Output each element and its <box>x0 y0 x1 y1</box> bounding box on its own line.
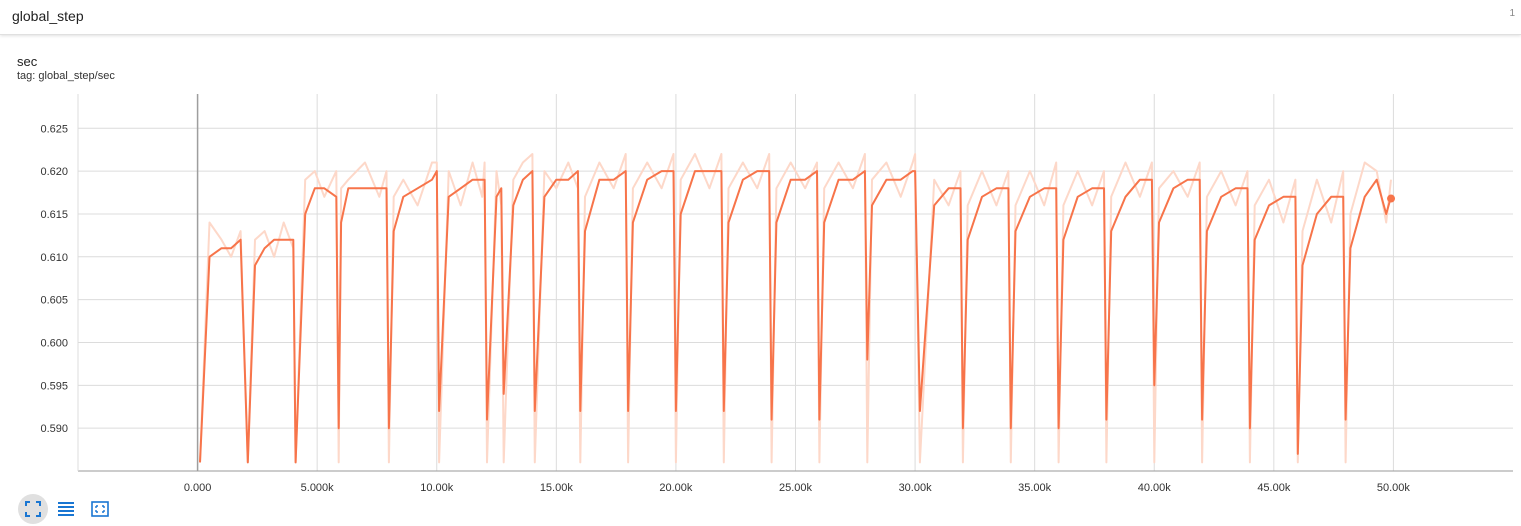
y-tick-label: 0.615 <box>40 209 68 221</box>
y-tick-label: 0.605 <box>40 295 68 307</box>
axes <box>77 94 1513 472</box>
x-tick-label: 40.00k <box>1138 482 1172 494</box>
y-tick-label: 0.600 <box>40 337 68 349</box>
y-tick-label: 0.590 <box>40 423 68 435</box>
last-point-marker-layer <box>1387 194 1396 203</box>
x-tick-label: 0.000 <box>184 482 212 494</box>
fit-domain-button[interactable] <box>84 494 114 524</box>
x-tick-labels: 0.000 5.000k 10.00k 15.00k 20.00k 25.00k 30.00… <box>184 482 1411 494</box>
x-tick-label: 10.00k <box>420 482 454 494</box>
x-tick-label: 5.000k <box>301 482 335 494</box>
x-tick-label: 15.00k <box>540 482 574 494</box>
group-title[interactable]: global_step <box>12 8 84 24</box>
y-tick-label: 0.620 <box>40 166 68 178</box>
smoothed-series <box>199 170 1392 464</box>
y-tick-label: 0.625 <box>40 123 68 135</box>
expand-icon <box>25 501 41 517</box>
expand-button[interactable] <box>18 494 48 524</box>
x-tick-label: 25.00k <box>779 482 813 494</box>
chart-title: sec <box>17 54 38 69</box>
run-header: global_step 1 <box>0 0 1521 35</box>
y-tick-label: 0.610 <box>40 252 68 264</box>
last-point-marker[interactable] <box>1387 194 1396 203</box>
x-tick-label: 45.00k <box>1257 482 1291 494</box>
x-tick-label: 30.00k <box>899 482 933 494</box>
data-selection-icon <box>58 502 74 516</box>
scalar-chart[interactable]: 0.590 0.595 0.600 0.605 0.610 0.615 0.620 0.625… <box>0 0 1521 494</box>
y-tick-labels: 0.590 0.595 0.600 0.605 0.610 0.615 0.620 0.625 <box>40 123 68 435</box>
x-tick-label: 50.00k <box>1377 482 1411 494</box>
chart-tag: tag: global_step/sec <box>17 70 115 82</box>
x-tick-label: 20.00k <box>659 482 693 494</box>
fit-domain-icon <box>91 501 109 517</box>
data-selection-button[interactable] <box>51 494 81 524</box>
x-tick-label: 35.00k <box>1018 482 1052 494</box>
smoothed-series-line <box>199 170 1392 464</box>
y-tick-label: 0.595 <box>40 380 68 392</box>
card-count: 1 <box>1509 8 1515 19</box>
